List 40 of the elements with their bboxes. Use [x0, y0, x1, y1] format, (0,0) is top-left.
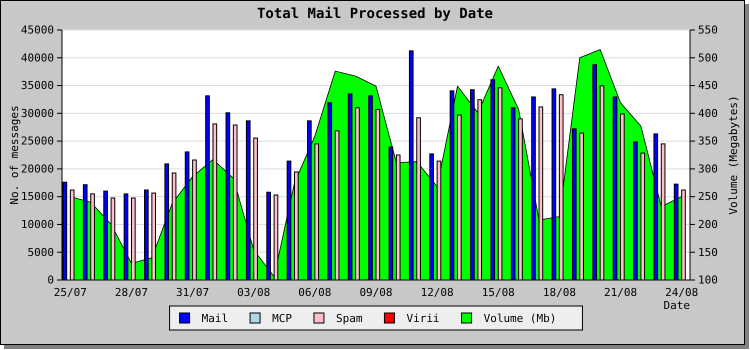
- y-tick-label: 30000: [20, 106, 54, 120]
- legend-label: Spam: [336, 312, 363, 325]
- x-tick-label: 06/08: [298, 286, 332, 299]
- x-tick-label: 18/08: [542, 286, 576, 299]
- y2-tick-label: 200: [698, 218, 718, 231]
- x-tick-label: 24/08: [665, 286, 698, 299]
- y2-tick-label: 350: [698, 134, 718, 148]
- legend-label: Virii: [406, 312, 440, 325]
- x-tick-label: 21/08: [604, 286, 638, 299]
- legend-label: Volume (Mb): [484, 312, 556, 325]
- y-tick-label: 5000: [28, 246, 54, 259]
- y-tick-label: 20000: [20, 162, 54, 176]
- y2-tick-label: 150: [698, 246, 718, 259]
- y2-axis-title: Volume (Megabytes): [727, 95, 740, 215]
- y-tick-label: 40000: [20, 51, 54, 64]
- y-tick-label: 15000: [20, 190, 54, 204]
- y-tick-label: 25000: [20, 134, 54, 148]
- y2-tick-label: 500: [698, 51, 718, 64]
- x-tick-label: 12/08: [420, 286, 454, 299]
- x-axis-title: Date: [664, 299, 690, 312]
- y2-tick-label: 450: [698, 79, 718, 92]
- x-tick-label: 28/07: [114, 286, 148, 299]
- y-tick-label: 35000: [20, 79, 54, 92]
- legend-label: MCP: [272, 312, 292, 325]
- y-axis-title: No. of messages: [8, 105, 21, 205]
- y-tick-label: 0: [47, 274, 54, 287]
- y2-tick-label: 550: [698, 24, 718, 37]
- y2-tick-label: 300: [698, 162, 718, 176]
- x-tick-label: 09/08: [359, 286, 393, 299]
- x-tick-label: 03/08: [237, 286, 270, 299]
- y-tick-label: 45000: [20, 24, 54, 37]
- legend-label: Mail: [202, 312, 228, 325]
- y2-tick-label: 100: [698, 274, 718, 287]
- x-tick-label: 15/08: [482, 286, 515, 299]
- y2-tick-label: 400: [698, 106, 718, 120]
- x-tick-label: 25/07: [54, 286, 87, 299]
- chart-title: Total Mail Processed by Date: [256, 6, 494, 22]
- y-tick-label: 10000: [20, 218, 54, 231]
- y2-tick-label: 250: [698, 190, 718, 204]
- x-tick-label: 31/07: [176, 286, 210, 299]
